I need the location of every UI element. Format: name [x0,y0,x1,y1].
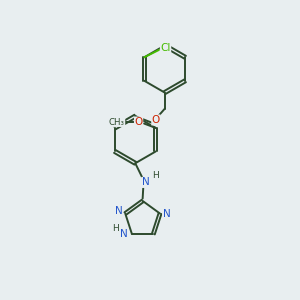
Text: O: O [152,115,160,125]
Text: Cl: Cl [160,43,171,53]
Text: N: N [115,206,123,216]
Text: O: O [134,117,143,127]
Text: N: N [142,177,149,188]
Text: N: N [163,208,170,219]
Text: CH₃: CH₃ [109,118,125,127]
Text: H: H [112,224,119,233]
Text: H: H [152,171,159,180]
Text: N: N [120,229,128,239]
